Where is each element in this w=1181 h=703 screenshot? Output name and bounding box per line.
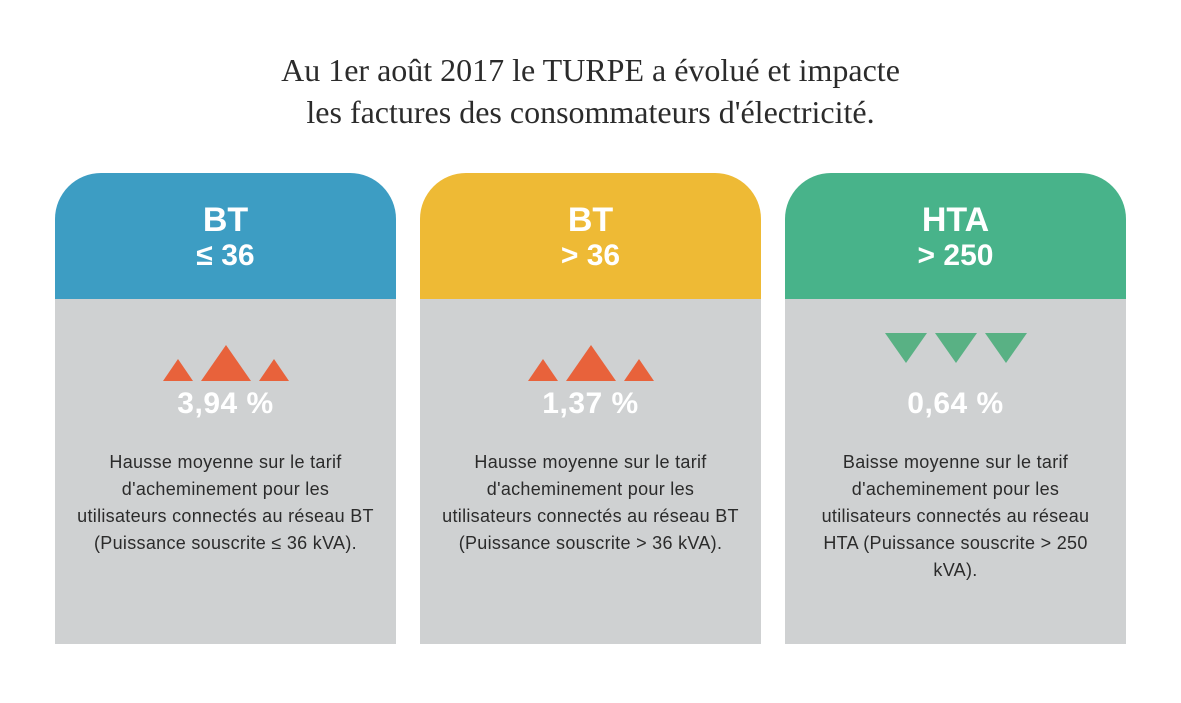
card-header-label-bottom: > 36: [430, 239, 751, 273]
arrow-up-icon: [77, 333, 374, 381]
title-line-2: les factures des consommateurs d'électri…: [306, 94, 874, 130]
card-header: HTA > 250: [785, 173, 1126, 299]
title-line-1: Au 1er août 2017 le TURPE a évolué et im…: [281, 52, 900, 88]
card-hta-gt250: HTA > 250 0,64 % Baisse moyenne sur le t…: [785, 173, 1126, 644]
card-body: 3,94 % Hausse moyenne sur le tarif d'ach…: [55, 299, 396, 644]
card-header-label-top: BT: [65, 203, 386, 239]
card-header-label-bottom: ≤ 36: [65, 239, 386, 273]
card-header: BT > 36: [420, 173, 761, 299]
card-description: Hausse moyenne sur le tarif d'achemineme…: [442, 449, 739, 557]
card-description: Hausse moyenne sur le tarif d'achemineme…: [77, 449, 374, 557]
percent-value: 3,94 %: [77, 387, 374, 421]
card-body: 1,37 % Hausse moyenne sur le tarif d'ach…: [420, 299, 761, 644]
card-header-label-top: BT: [430, 203, 751, 239]
arrow-down-icon: [807, 333, 1104, 381]
arrow-up-icon: [442, 333, 739, 381]
card-body: 0,64 % Baisse moyenne sur le tarif d'ach…: [785, 299, 1126, 644]
percent-value: 1,37 %: [442, 387, 739, 421]
card-bt-gt36: BT > 36 1,37 % Hausse moyenne sur le tar…: [420, 173, 761, 644]
card-bt-le36: BT ≤ 36 3,94 % Hausse moyenne sur le tar…: [55, 173, 396, 644]
page-title: Au 1er août 2017 le TURPE a évolué et im…: [55, 50, 1126, 133]
cards-row: BT ≤ 36 3,94 % Hausse moyenne sur le tar…: [55, 173, 1126, 644]
card-description: Baisse moyenne sur le tarif d'achemineme…: [807, 449, 1104, 584]
card-header: BT ≤ 36: [55, 173, 396, 299]
card-header-label-top: HTA: [795, 203, 1116, 239]
card-header-label-bottom: > 250: [795, 239, 1116, 273]
percent-value: 0,64 %: [807, 387, 1104, 421]
